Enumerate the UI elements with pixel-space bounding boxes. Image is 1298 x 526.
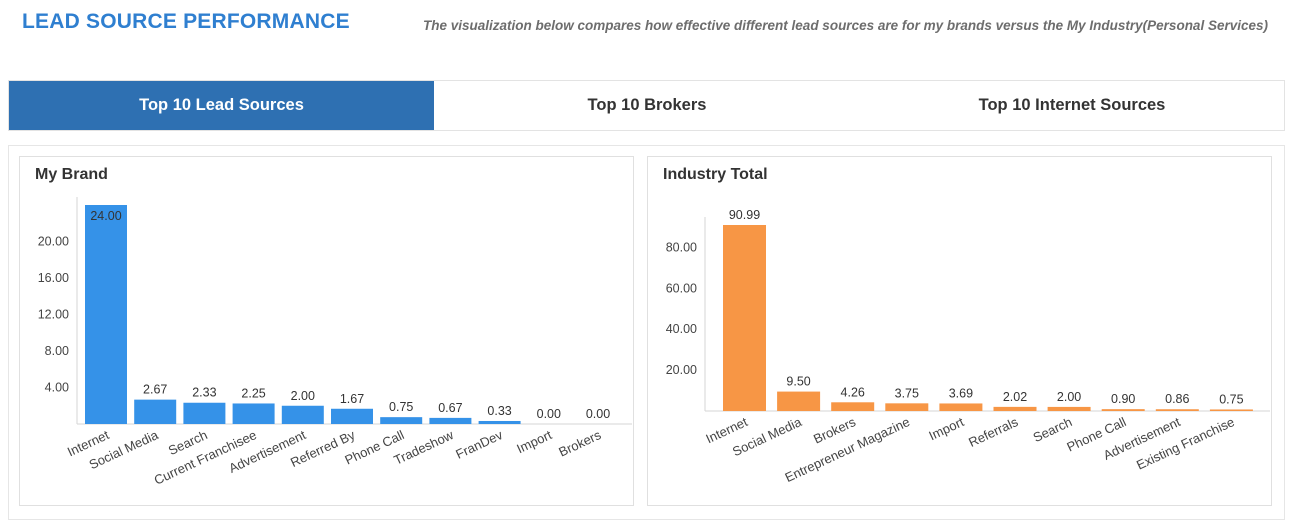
industry-bar <box>777 391 821 411</box>
industry-bar <box>1209 409 1253 411</box>
industry-bar <box>831 402 875 411</box>
my-brand-data-label: 0.75 <box>389 400 413 414</box>
industry-data-label: 0.75 <box>1219 392 1243 406</box>
my-brand-data-label: 2.00 <box>291 389 315 403</box>
my-brand-data-label: 0.00 <box>537 407 561 421</box>
tab-top-10-lead-sources[interactable]: Top 10 Lead Sources <box>9 81 434 130</box>
my-brand-data-label: 1.67 <box>340 392 364 406</box>
my-brand-data-label: 0.00 <box>586 407 610 421</box>
my-brand-chart-title: My Brand <box>35 166 108 183</box>
tab-bar: Top 10 Lead Sources Top 10 Brokers Top 1… <box>8 80 1285 131</box>
my-brand-bar <box>331 408 373 424</box>
tab-top-10-brokers[interactable]: Top 10 Brokers <box>434 81 860 130</box>
my-brand-ytick-label: 8.00 <box>45 344 69 358</box>
industry-ytick-label: 80.00 <box>666 240 697 254</box>
industry-ytick-label: 20.00 <box>666 363 697 377</box>
industry-data-label: 0.86 <box>1165 392 1189 406</box>
industry-bar <box>1101 409 1145 411</box>
my-brand-data-label: 24.00 <box>90 209 121 223</box>
my-brand-category-label: Brokers <box>556 427 603 460</box>
my-brand-chart: 4.008.0012.0016.0020.0024.00Internet2.67… <box>38 197 632 488</box>
industry-bar <box>993 406 1037 411</box>
industry-total-panel: Industry Total 20.00 40.00 60.00 80.00 90.99… <box>647 156 1272 506</box>
industry-data-label: 3.69 <box>949 386 973 400</box>
my-brand-panel: My Brand 4.00 8.00 12.00 16.00 20.00 24.00 Int… <box>19 156 634 506</box>
industry-data-label: 2.02 <box>1003 390 1027 404</box>
my-brand-bar <box>85 205 127 424</box>
industry-data-label: 0.90 <box>1111 392 1135 406</box>
my-brand-bar <box>183 402 226 424</box>
industry-ytick-label: 40.00 <box>666 322 697 336</box>
my-brand-bar <box>134 399 177 424</box>
my-brand-category-label: Import <box>514 427 554 456</box>
industry-data-label: 90.99 <box>729 208 760 222</box>
industry-data-label: 9.50 <box>786 375 810 389</box>
my-brand-ytick-label: 20.00 <box>38 235 69 249</box>
my-brand-bar <box>281 405 324 424</box>
industry-ytick-label: 60.00 <box>666 281 697 295</box>
my-brand-ytick-label: 4.00 <box>45 381 69 395</box>
industry-total-chart: 20.0040.0060.0080.0090.99Internet9.50Soc… <box>666 208 1270 485</box>
industry-category-label: Existing Franchise <box>1134 414 1237 472</box>
page-title: LEAD SOURCE PERFORMANCE <box>22 10 350 33</box>
industry-data-label: 4.26 <box>841 385 865 399</box>
industry-bar <box>885 403 929 411</box>
industry-bar <box>939 403 983 411</box>
my-brand-data-label: 2.33 <box>192 386 216 400</box>
industry-bar <box>723 225 766 411</box>
industry-total-chart-title: Industry Total <box>663 166 768 183</box>
my-brand-ytick-label: 16.00 <box>38 271 69 285</box>
my-brand-bar <box>232 403 275 424</box>
page-subtitle: The visualization below compares how eff… <box>422 18 1268 33</box>
my-brand-category-label: FranDev <box>453 427 505 462</box>
my-brand-bar <box>380 417 423 424</box>
industry-category-label: Referrals <box>966 414 1021 450</box>
industry-bar <box>1047 406 1091 411</box>
my-brand-bar <box>478 420 521 424</box>
my-brand-data-label: 2.25 <box>241 386 265 400</box>
industry-category-label: Import <box>926 414 966 443</box>
tab-top-10-internet-sources[interactable]: Top 10 Internet Sources <box>860 81 1284 130</box>
industry-bar <box>1155 409 1199 411</box>
industry-data-label: 2.00 <box>1057 390 1081 404</box>
my-brand-data-label: 2.67 <box>143 383 167 397</box>
charts-container <box>8 145 1285 520</box>
my-brand-data-label: 0.33 <box>487 404 511 418</box>
my-brand-ytick-label: 12.00 <box>38 308 69 322</box>
my-brand-bar <box>429 417 472 424</box>
industry-data-label: 3.75 <box>895 386 919 400</box>
my-brand-data-label: 0.67 <box>438 401 462 415</box>
